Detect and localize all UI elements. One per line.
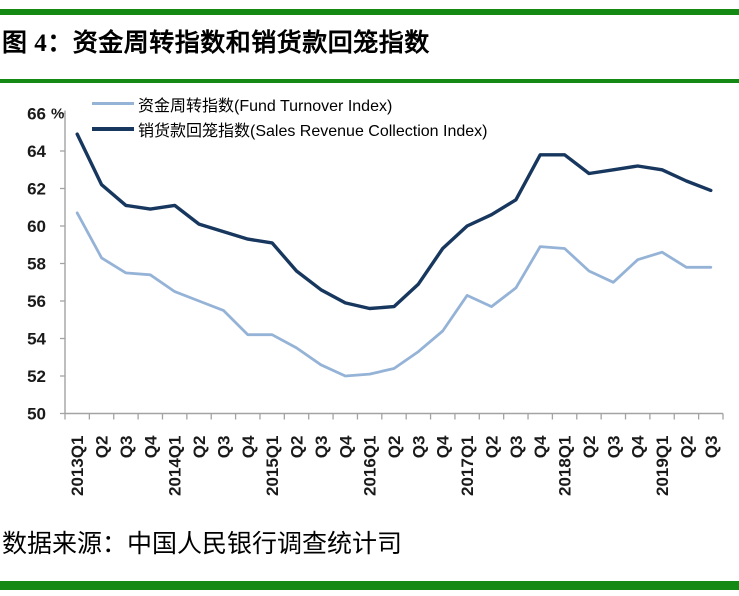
legend-label-sales-collection: 销货款回笼指数(Sales Revenue Collection Index) [138, 122, 488, 140]
x-tick-label: Q3 [312, 436, 331, 459]
x-tick-label: Q3 [117, 436, 136, 459]
x-tick-label: Q2 [482, 435, 501, 458]
y-tick-label: 54 [27, 330, 46, 349]
y-tick-label: 66 [27, 105, 46, 124]
data-source-note: 数据来源：中国人民银行调查统计司 [2, 531, 403, 558]
y-tick-label: 56 [27, 292, 46, 311]
x-tick-label: Q4 [629, 435, 648, 458]
sales-collection-line-swatch [92, 126, 134, 131]
chart-area: 50 52 54 56 58 60 62 64 66% 2013Q1 Q2 Q3 Q4 2014Q1 Q2 Q… [0, 88, 739, 518]
top-accent-bar [0, 9, 739, 15]
fund-turnover-index-line [75, 211, 713, 378]
title-divider [0, 79, 739, 83]
y-axis-unit-label: % [51, 106, 64, 123]
x-tick-label: Q2 [677, 436, 696, 459]
x-tick-label: 2017Q1 [458, 435, 477, 496]
x-tick-label: Q2 [385, 436, 404, 459]
x-tick-label: Q2 [190, 436, 209, 459]
x-tick-label: Q4 [336, 435, 355, 458]
x-tick-label: 2015Q1 [263, 436, 282, 497]
legend-item-fund-turnover: 资金周转指数(Fund Turnover Index) [92, 91, 487, 116]
x-tick-label: Q2 [580, 436, 599, 459]
x-tick-label: Q2 [288, 436, 307, 459]
y-tick-label: 60 [27, 217, 46, 236]
bottom-accent-bar [0, 581, 739, 590]
x-tick-label: Q3 [604, 436, 623, 459]
x-tick-label: Q3 [507, 436, 526, 459]
fund-turnover-line-swatch [92, 102, 134, 105]
y-tick-label: 62 [27, 180, 46, 199]
x-tick-label: Q4 [434, 435, 453, 458]
x-tick-label: 2014Q1 [166, 436, 185, 497]
x-tick-label: Q4 [239, 435, 258, 458]
y-tick-label: 52 [27, 367, 46, 386]
x-tick-label: 2019Q1 [653, 436, 672, 497]
legend-item-sales-collection: 销货款回笼指数(Sales Revenue Collection Index) [92, 116, 487, 141]
figure-title: 图 4：资金周转指数和销货款回笼指数 [2, 30, 430, 57]
legend-label-fund-turnover: 资金周转指数(Fund Turnover Index) [138, 97, 393, 115]
x-tick-label: 2018Q1 [556, 436, 575, 497]
x-tick-label: Q4 [141, 435, 160, 458]
x-tick-label: Q2 [93, 436, 112, 459]
sales-revenue-collection-index-line [75, 132, 713, 311]
x-tick-label: Q3 [702, 436, 721, 459]
x-tick-label: Q4 [531, 435, 550, 458]
y-tick-label: 64 [27, 142, 46, 161]
x-tick-label: 2016Q1 [361, 436, 380, 497]
y-tick-label: 58 [27, 255, 46, 274]
x-tick-label: Q3 [214, 436, 233, 459]
y-tick-label: 50 [27, 405, 46, 424]
legend: 资金周转指数(Fund Turnover Index) 销货款回笼指数(Sale… [92, 91, 487, 141]
x-tick-label: Q3 [409, 436, 428, 459]
x-tick-label: 2013Q1 [68, 436, 87, 497]
